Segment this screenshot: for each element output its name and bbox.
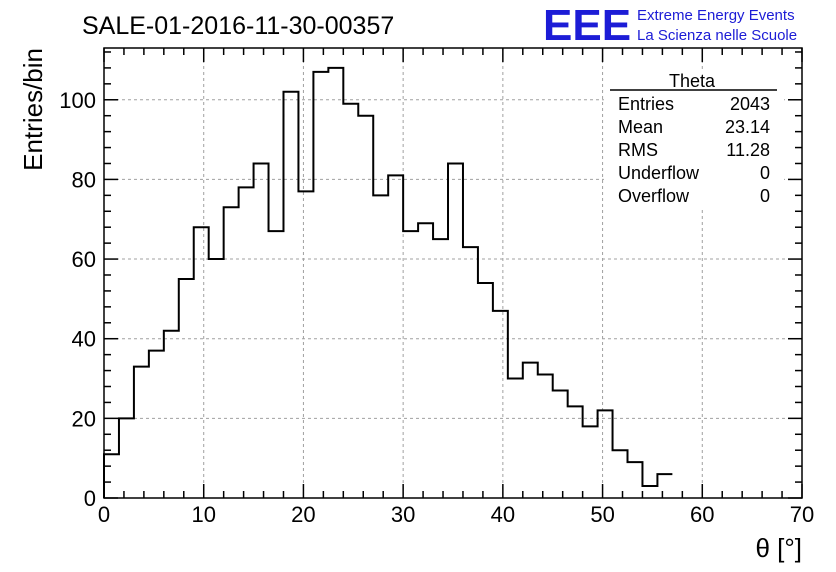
stats-value: 0	[760, 163, 770, 183]
histogram-bin	[388, 175, 403, 498]
stats-label: Mean	[618, 117, 663, 137]
y-tick-label: 20	[72, 406, 96, 431]
histogram-bin	[508, 379, 523, 498]
histogram-bin	[269, 231, 284, 498]
histogram-bin	[613, 450, 628, 498]
histogram-bin	[283, 92, 298, 498]
histogram-bin	[553, 390, 568, 498]
x-tick-label: 0	[98, 502, 110, 527]
y-tick-label: 80	[72, 167, 96, 192]
y-tick-label: 60	[72, 247, 96, 272]
histogram-bin	[343, 104, 358, 498]
y-tick-label: 40	[72, 327, 96, 352]
stats-value: 23.14	[725, 117, 770, 137]
histogram-bin	[119, 418, 134, 498]
histogram-bin	[328, 68, 343, 498]
axis-ticks	[103, 48, 803, 499]
logo-line2: La Scienza nelle Scuole	[637, 27, 797, 44]
x-axis-label: θ [°]	[755, 533, 802, 563]
x-tick-labels: 0 10 20 30 40 50 60 70	[98, 502, 814, 527]
histogram-bin	[358, 116, 373, 498]
histogram-bin	[239, 187, 254, 498]
histogram-bin	[403, 231, 418, 498]
histogram-bin	[433, 239, 448, 498]
histogram-bin	[493, 311, 508, 498]
y-tick-labels: 0 20 40 60 80 100	[59, 88, 96, 511]
histogram-bin	[224, 207, 239, 498]
stats-value: 11.28	[726, 140, 770, 160]
histogram-bin	[523, 363, 538, 498]
histogram-bin	[598, 410, 613, 498]
stats-box-title: Theta	[669, 71, 716, 91]
histogram-bin	[583, 426, 598, 498]
eee-logo: EEE Extreme Energy Events La Scienza nel…	[543, 1, 797, 50]
histogram-bin	[463, 247, 478, 498]
x-tick-label: 20	[291, 502, 315, 527]
stats-label: Overflow	[618, 186, 690, 206]
histogram-bin	[298, 191, 313, 498]
histogram-bin	[448, 163, 463, 498]
histogram-bin	[313, 72, 328, 498]
y-axis-label: Entries/bin	[18, 48, 48, 171]
histogram-bin	[373, 195, 388, 498]
stats-label: Entries	[618, 94, 674, 114]
x-tick-label: 70	[790, 502, 814, 527]
histogram-bin	[104, 454, 119, 498]
x-tick-label: 40	[491, 502, 515, 527]
histogram-bin	[179, 279, 194, 498]
stats-box: Theta Entries 2043 Mean 23.14 RMS 11.28 Underf…	[604, 70, 784, 210]
stats-value: 0	[760, 186, 770, 206]
histogram-bin	[568, 406, 583, 498]
x-tick-label: 30	[391, 502, 415, 527]
logo-mark: EEE	[543, 1, 631, 50]
plot-frame	[103, 47, 803, 499]
histogram-bin	[657, 474, 672, 498]
stats-value: 2043	[730, 94, 770, 114]
histogram-bin	[134, 367, 149, 498]
stats-label: RMS	[618, 140, 658, 160]
histogram-bin	[149, 351, 164, 498]
stats-box-background	[604, 70, 784, 210]
histogram-bin	[478, 283, 493, 498]
histogram-bin	[642, 486, 657, 498]
histogram-bin	[538, 375, 553, 498]
stats-label: Underflow	[618, 163, 700, 183]
histogram-bin	[164, 331, 179, 498]
chart-title: SALE-01-2016-11-30-00357	[82, 12, 394, 40]
y-tick-label: 100	[59, 88, 96, 113]
x-tick-label: 50	[590, 502, 614, 527]
histogram-bin	[194, 227, 209, 498]
x-tick-label: 60	[690, 502, 714, 527]
histogram-outline	[103, 66, 673, 498]
histogram-bin	[254, 163, 269, 498]
histogram-bin	[418, 223, 433, 498]
logo-line1: Extreme Energy Events	[637, 7, 795, 24]
histogram-series	[103, 66, 673, 498]
histogram-bin	[628, 462, 643, 498]
histogram-bin	[209, 259, 224, 498]
x-tick-label: 10	[191, 502, 215, 527]
y-tick-label: 0	[84, 486, 96, 511]
